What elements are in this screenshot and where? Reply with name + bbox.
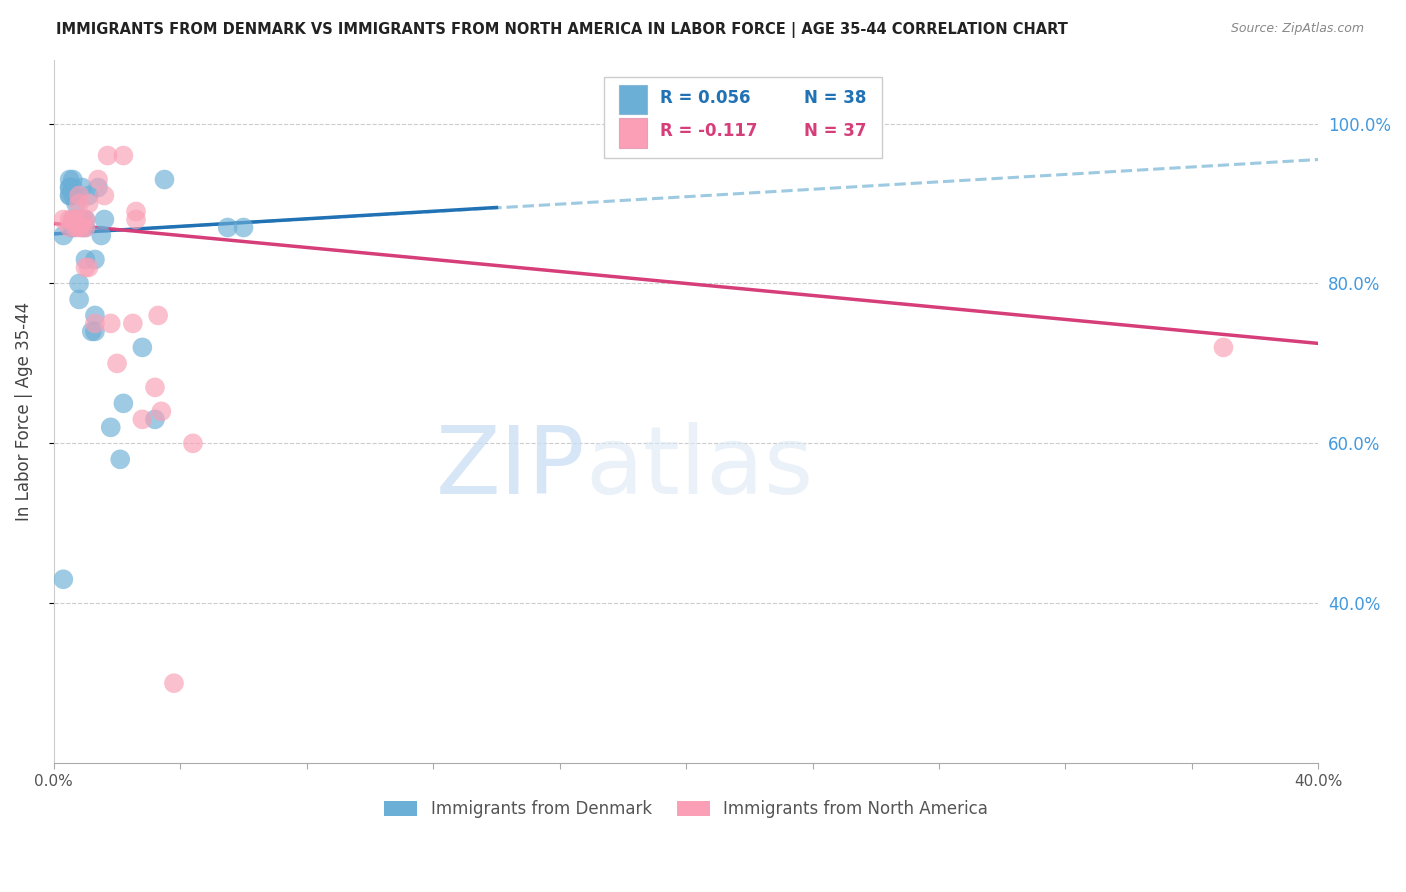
Point <box>100 317 122 331</box>
Point <box>90 228 112 243</box>
Bar <box>619 85 647 114</box>
Text: R = 0.056: R = 0.056 <box>659 89 749 107</box>
Point <box>121 317 143 331</box>
Point <box>163 676 186 690</box>
Point <box>67 293 90 307</box>
Point <box>52 212 75 227</box>
Point <box>67 188 90 202</box>
Point <box>84 325 107 339</box>
Point <box>217 220 239 235</box>
Point <box>105 356 128 370</box>
Point <box>146 309 169 323</box>
Point <box>62 220 84 235</box>
Point <box>75 252 97 267</box>
Point <box>153 172 176 186</box>
Point <box>62 212 84 227</box>
Point <box>72 212 94 227</box>
Point <box>75 212 97 227</box>
Point <box>87 172 110 186</box>
Point <box>62 172 84 186</box>
Point <box>52 572 75 586</box>
Text: N = 37: N = 37 <box>804 122 866 140</box>
Point <box>75 220 97 235</box>
Point <box>62 180 84 194</box>
Point <box>125 212 148 227</box>
Point <box>93 212 115 227</box>
Point <box>72 220 94 235</box>
Point <box>125 204 148 219</box>
Point <box>1212 340 1234 354</box>
Point <box>52 228 75 243</box>
Point <box>59 188 82 202</box>
Point <box>112 148 135 162</box>
Point <box>110 452 132 467</box>
Point <box>72 212 94 227</box>
Point <box>75 260 97 275</box>
Point <box>59 212 82 227</box>
Point <box>112 396 135 410</box>
Point <box>59 180 82 194</box>
Point <box>67 277 90 291</box>
Point <box>67 220 90 235</box>
FancyBboxPatch shape <box>603 78 882 158</box>
Point <box>59 188 82 202</box>
Point <box>72 220 94 235</box>
Point <box>67 196 90 211</box>
Point <box>100 420 122 434</box>
Point <box>97 148 120 162</box>
Point <box>131 412 153 426</box>
Point <box>65 196 87 211</box>
Y-axis label: In Labor Force | Age 35-44: In Labor Force | Age 35-44 <box>15 301 32 521</box>
Point <box>84 309 107 323</box>
Point <box>150 404 173 418</box>
Point <box>62 212 84 227</box>
Point <box>181 436 204 450</box>
Point <box>62 188 84 202</box>
Point <box>143 412 166 426</box>
Text: IMMIGRANTS FROM DENMARK VS IMMIGRANTS FROM NORTH AMERICA IN LABOR FORCE | AGE 35: IMMIGRANTS FROM DENMARK VS IMMIGRANTS FR… <box>56 22 1069 38</box>
Text: atlas: atlas <box>585 422 813 514</box>
Point <box>84 252 107 267</box>
Bar <box>619 118 647 147</box>
Point <box>59 180 82 194</box>
Legend: Immigrants from Denmark, Immigrants from North America: Immigrants from Denmark, Immigrants from… <box>377 794 995 825</box>
Point <box>77 188 100 202</box>
Point <box>65 212 87 227</box>
Point <box>77 260 100 275</box>
Point <box>62 220 84 235</box>
Point <box>93 188 115 202</box>
Point <box>75 220 97 235</box>
Point <box>143 380 166 394</box>
Text: N = 38: N = 38 <box>804 89 866 107</box>
Point <box>59 172 82 186</box>
Point <box>77 196 100 211</box>
Point <box>65 220 87 235</box>
Point <box>84 317 107 331</box>
Point <box>87 180 110 194</box>
Text: ZIP: ZIP <box>436 422 585 514</box>
Text: R = -0.117: R = -0.117 <box>659 122 756 140</box>
Point <box>72 180 94 194</box>
Point <box>675 117 697 131</box>
Point <box>131 340 153 354</box>
Text: Source: ZipAtlas.com: Source: ZipAtlas.com <box>1230 22 1364 36</box>
Point <box>80 325 103 339</box>
Point <box>59 220 82 235</box>
Point <box>75 212 97 227</box>
Point <box>232 220 254 235</box>
